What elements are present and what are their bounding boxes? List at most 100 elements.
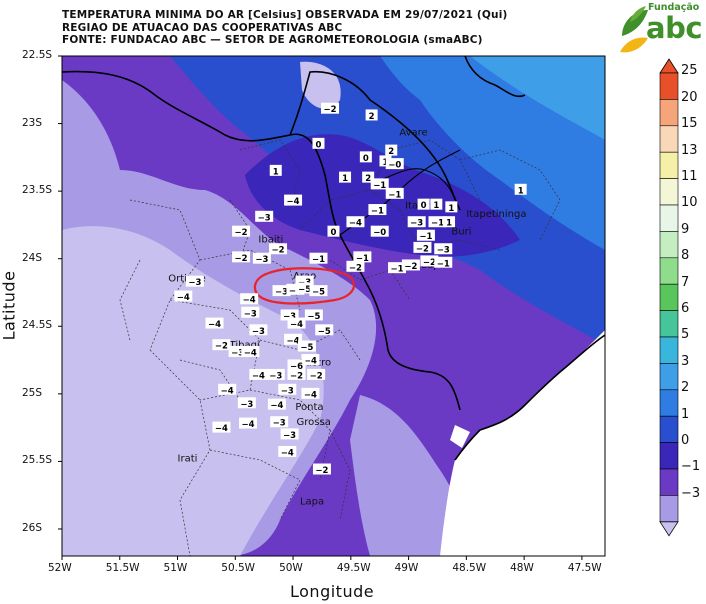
svg-text:−1: −1 bbox=[419, 232, 432, 242]
colorbar-label: 20 bbox=[681, 89, 698, 105]
station-value: −4 bbox=[239, 417, 258, 430]
parana-sp-border bbox=[62, 70, 461, 411]
station-value: −4 bbox=[240, 293, 259, 306]
svg-text:−2: −2 bbox=[324, 105, 337, 115]
colorbar-segment bbox=[659, 125, 679, 153]
station-value: 2 bbox=[362, 171, 375, 184]
field-3 bbox=[470, 56, 605, 140]
coastline bbox=[454, 334, 605, 461]
svg-text:1: 1 bbox=[273, 167, 279, 177]
svg-text:−3: −3 bbox=[281, 386, 294, 396]
svg-text:−1: −1 bbox=[356, 254, 369, 264]
colorbar-segment bbox=[659, 99, 679, 127]
y-tick-label: 26S bbox=[22, 521, 43, 534]
svg-text:−4: −4 bbox=[177, 293, 190, 303]
municipal-line bbox=[209, 449, 301, 521]
svg-text:2: 2 bbox=[365, 174, 371, 184]
svg-text:−4: −4 bbox=[287, 197, 300, 207]
x-tick-label: 50.5W bbox=[221, 562, 256, 574]
station-value: −1 bbox=[416, 229, 435, 242]
svg-text:−2: −2 bbox=[416, 244, 429, 254]
station-value: −3 bbox=[272, 285, 291, 298]
svg-text:−4: −4 bbox=[221, 386, 234, 396]
title-line-1: TEMPERATURA MINIMA DO AR [Celsius] OBSER… bbox=[62, 9, 508, 21]
station-value: −3 bbox=[237, 397, 256, 410]
title-line-3: FONTE: FUNDACAO ABC — SETOR DE AGROMETEO… bbox=[62, 34, 483, 46]
fundacao-abc-logo: Fundação abc bbox=[618, 2, 704, 58]
svg-text:−3: −3 bbox=[231, 348, 244, 358]
svg-text:0: 0 bbox=[363, 154, 369, 164]
city-label: Lapa bbox=[300, 497, 324, 508]
svg-text:−4: −4 bbox=[241, 420, 254, 430]
station-value: −4 bbox=[284, 333, 303, 346]
svg-text:−3: −3 bbox=[437, 246, 450, 256]
svg-text:1: 1 bbox=[383, 158, 389, 168]
y-tick-label: 22.5S bbox=[22, 49, 53, 61]
station-value: −3 bbox=[280, 428, 299, 441]
station-value: −4 bbox=[174, 290, 193, 303]
x-tick-label: 49.5W bbox=[336, 562, 371, 574]
station-value: −4 bbox=[301, 354, 320, 367]
colorbar-segment bbox=[659, 389, 679, 417]
y-tick-label: 25S bbox=[22, 386, 43, 399]
svg-text:−1: −1 bbox=[371, 207, 384, 217]
station-value: −4 bbox=[205, 317, 224, 330]
city-label: Ibaiti bbox=[258, 234, 283, 245]
station-value: −3 bbox=[266, 368, 285, 381]
station-value: 0 bbox=[327, 225, 340, 238]
station-value: −3 bbox=[249, 324, 268, 337]
colorbar-label: 6 bbox=[681, 301, 690, 316]
svg-text:−2: −2 bbox=[310, 371, 323, 381]
svg-text:−3: −3 bbox=[410, 219, 423, 229]
svg-text:−4: −4 bbox=[215, 424, 228, 434]
colorbar-label: 3 bbox=[681, 353, 690, 369]
y-tick-label: 24S bbox=[22, 251, 43, 264]
ocean bbox=[440, 330, 605, 556]
station-value: −5 bbox=[315, 324, 334, 337]
logo-top-text: Fundação bbox=[648, 2, 700, 13]
station-value: 0 bbox=[359, 151, 372, 164]
station-value: −5 bbox=[297, 340, 316, 353]
colorbar-label: 25 bbox=[681, 63, 698, 79]
svg-text:2: 2 bbox=[388, 147, 394, 157]
svg-text:−3: −3 bbox=[244, 309, 257, 319]
station-value: −3 bbox=[278, 383, 297, 396]
colorbar-label: 0 bbox=[681, 433, 690, 448]
colorbar-label: 1 bbox=[681, 406, 690, 422]
station-value: −3 bbox=[270, 416, 289, 429]
colorbar-label: −3 bbox=[681, 485, 701, 501]
svg-text:1: 1 bbox=[446, 219, 452, 229]
svg-text:−4: −4 bbox=[281, 448, 294, 458]
station-value: −3 bbox=[228, 345, 247, 358]
y-tick-label: 24.5S bbox=[22, 319, 53, 332]
svg-text:−5: −5 bbox=[307, 312, 320, 322]
station-value: −2 bbox=[232, 251, 251, 264]
colorbar-segment bbox=[659, 495, 679, 523]
municipal-line bbox=[119, 259, 141, 341]
station-value: 1 bbox=[445, 201, 458, 214]
svg-text:−4: −4 bbox=[349, 219, 362, 229]
municipal-line bbox=[329, 429, 351, 521]
city-label: Ponta bbox=[295, 402, 323, 413]
x-tick-label: 47.5W bbox=[567, 562, 602, 574]
station-value: −5 bbox=[304, 309, 323, 322]
svg-text:−2: −2 bbox=[315, 466, 328, 476]
station-value: −2 bbox=[312, 463, 331, 476]
svg-text:−1: −1 bbox=[388, 190, 401, 200]
river-border bbox=[289, 70, 461, 211]
station-value: −3 bbox=[252, 252, 271, 265]
station-value: −3 bbox=[434, 243, 453, 256]
station-value: −2 bbox=[269, 243, 288, 256]
station-value: −1 bbox=[388, 262, 407, 275]
svg-text:−2: −2 bbox=[349, 263, 362, 273]
station-value: −2 bbox=[420, 255, 439, 268]
colorbar-segment bbox=[659, 468, 679, 496]
station-value: −4 bbox=[287, 317, 306, 330]
station-value: −1 bbox=[428, 216, 447, 229]
svg-text:−4: −4 bbox=[304, 357, 317, 367]
svg-text:−3: −3 bbox=[188, 278, 201, 288]
station-value: 0 bbox=[312, 137, 325, 150]
x-axis-title: Longitude bbox=[290, 582, 375, 601]
svg-text:−1: −1 bbox=[437, 259, 450, 269]
